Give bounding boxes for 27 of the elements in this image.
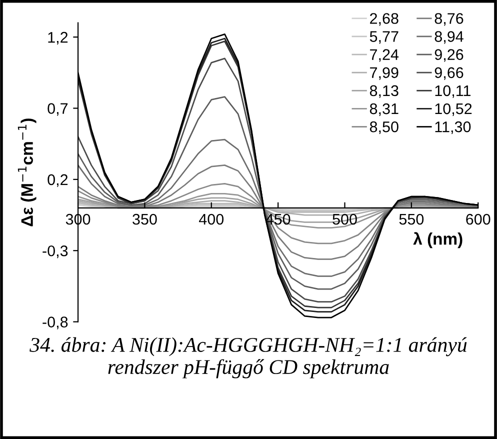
legend-label: 8,31 xyxy=(370,103,398,116)
legend-label: 10,11 xyxy=(435,85,470,98)
x-tick-label: 550 xyxy=(399,214,424,225)
x-axis-title: λ (nm) xyxy=(413,232,462,248)
legend-label: 5,77 xyxy=(370,31,398,44)
legend-label: 11,30 xyxy=(435,121,471,134)
x-tick-label: 600 xyxy=(466,214,490,225)
legend-label: 9,26 xyxy=(434,49,464,62)
y-tick-label: 0,7 xyxy=(48,103,68,116)
x-tick-label: 350 xyxy=(132,214,157,225)
legend-label: 7,99 xyxy=(370,67,398,80)
legend-label: 8,50 xyxy=(370,121,398,134)
legend-label: 8,94 xyxy=(434,31,464,44)
y-tick-label: -0,3 xyxy=(42,245,68,258)
y-tick-label: 0,2 xyxy=(48,174,68,187)
y-axis-title: Δε (M$^{−1}$cm$^{−1}$) xyxy=(18,118,36,226)
x-tick-label: 400 xyxy=(199,214,224,225)
text: 34. ábra: A Ni(II):Ac-HGGGHGH-NH₂=1:1 arányú rendszer pH-függő CD spektruma xyxy=(30,337,467,378)
legend-label: 2,68 xyxy=(370,13,398,26)
legend-label: 8,76 xyxy=(434,13,464,26)
legend-label: 7,24 xyxy=(370,49,399,62)
x-tick-label: 500 xyxy=(332,214,357,225)
y-tick-label: 1,2 xyxy=(48,32,68,45)
legend-label: 8,13 xyxy=(370,85,398,98)
y-tick-label: -0,8 xyxy=(42,316,68,330)
legend-label: 9,66 xyxy=(434,67,464,80)
legend-label: 10,52 xyxy=(435,103,472,116)
